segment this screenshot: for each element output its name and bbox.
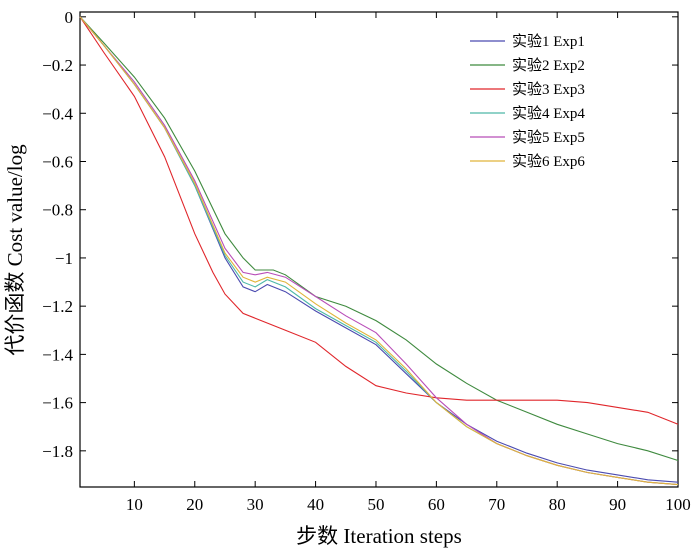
y-axis: 0 −0.2 −0.4 −0.6 −0.8 −1 −1.2 −1.4 −1.6 −1.8 [42,8,678,461]
legend: 实验1 Exp1 实验2 Exp2 实验3 Exp3 实验4 Exp4 实验5 Exp5… [470,33,585,170]
series-line-3 [79,16,679,425]
series-line-2 [79,16,679,462]
y-tick-label: 0 [65,8,74,27]
y-tick-label: −0.4 [42,104,73,123]
x-axis: 10 20 30 40 50 60 70 80 90 100 [126,12,691,514]
y-tick-label: −1 [55,249,73,268]
series-line-4 [79,16,679,486]
legend-label: 实验6 Exp6 [512,153,585,170]
x-tick-label: 70 [488,495,505,514]
x-tick-label: 60 [428,495,445,514]
x-tick-label: 30 [247,495,264,514]
x-tick-label: 80 [549,495,566,514]
legend-label: 实验4 Exp4 [512,105,585,122]
x-tick-label: 50 [367,495,384,514]
legend-label: 实验3 Exp3 [512,81,585,98]
legend-label: 实验5 Exp5 [512,129,585,146]
series-line-1 [79,16,679,483]
y-tick-label: −0.8 [42,201,73,220]
y-axis-title: 代价函数 Cost value/log [3,144,27,356]
y-tick-label: −1.6 [42,394,73,413]
x-tick-label: 40 [307,495,324,514]
y-tick-label: −1.8 [42,442,73,461]
legend-label: 实验1 Exp1 [512,33,585,50]
legend-label: 实验2 Exp2 [512,57,585,74]
x-axis-title: 步数 Iteration steps [296,524,462,548]
series-line-5 [79,16,679,486]
x-tick-label: 90 [609,495,626,514]
x-tick-label: 20 [186,495,203,514]
plot-frame [79,11,679,488]
x-tick-label: 100 [665,495,691,514]
y-tick-label: −1.2 [42,297,73,316]
series-line-6 [79,16,679,486]
y-tick-label: −1.4 [42,345,73,364]
series-lines [79,16,679,486]
y-tick-label: −0.6 [42,152,73,171]
x-tick-label: 10 [126,495,143,514]
y-tick-label: −0.2 [42,56,73,75]
